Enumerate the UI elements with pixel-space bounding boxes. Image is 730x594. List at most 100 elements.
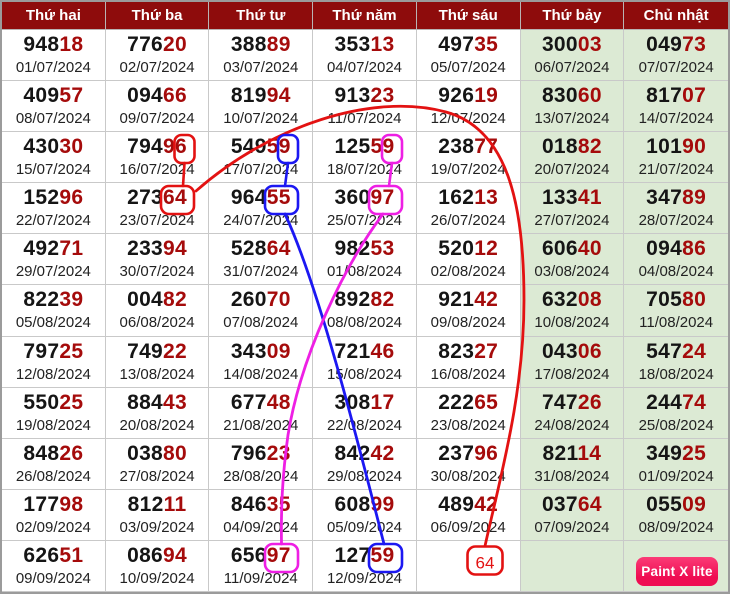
result-cell: 49271 29/07/2024	[2, 234, 106, 286]
number-suffix: 94	[163, 237, 188, 261]
number-suffix: 27	[474, 339, 499, 363]
number-suffix: 18	[59, 33, 84, 57]
number-prefix: 049	[646, 33, 683, 57]
result-cell: 60899 05/09/2024	[313, 489, 417, 541]
result-number: 81211	[128, 492, 187, 517]
number-prefix: 492	[23, 237, 60, 261]
result-date: 10/09/2024	[119, 569, 195, 587]
result-number: 96455	[231, 185, 291, 210]
number-prefix: 721	[334, 339, 371, 363]
result-cell: 35313 04/07/2024	[313, 30, 417, 82]
result-date: 17/08/2024	[534, 365, 610, 383]
number-prefix: 823	[438, 339, 475, 363]
result-number: 15296	[23, 185, 83, 210]
number-prefix: 152	[23, 186, 60, 210]
number-prefix: 926	[438, 84, 475, 108]
number-suffix: 09	[682, 492, 707, 516]
result-date: 04/08/2024	[638, 263, 714, 281]
number-suffix: 26	[59, 441, 84, 465]
result-date: 19/07/2024	[430, 161, 506, 179]
result-cell: 23394 30/07/2024	[105, 234, 210, 286]
result-date: 05/08/2024	[15, 314, 91, 332]
result-date: 22/07/2024	[15, 212, 91, 230]
weekday-header-6: Thứ bảy	[520, 2, 625, 30]
number-suffix: 03	[577, 33, 602, 57]
result-cell: 92619 12/07/2024	[416, 81, 521, 133]
number-suffix: 57	[59, 84, 84, 108]
weekday-header-1: Thứ hai	[2, 2, 106, 30]
result-number: 12759	[335, 543, 395, 568]
result-cell: 81994 10/07/2024	[209, 81, 314, 133]
number-suffix: 35	[474, 33, 499, 57]
number-prefix: 353	[334, 33, 371, 57]
number-prefix: 347	[646, 186, 683, 210]
result-number: 34309	[231, 339, 291, 364]
result-date: 16/07/2024	[119, 161, 195, 179]
result-number: 65697	[231, 543, 291, 568]
result-date: 02/08/2024	[430, 263, 506, 281]
result-date: 14/07/2024	[638, 110, 714, 128]
result-number: 92619	[438, 83, 498, 108]
result-number: 10190	[646, 134, 706, 159]
result-cell: 40957 08/07/2024	[2, 81, 106, 133]
number-prefix: 921	[438, 288, 475, 312]
number-suffix: 13	[370, 33, 395, 57]
number-suffix: 77	[474, 135, 499, 159]
number-prefix: 222	[438, 390, 475, 414]
number-suffix: 25	[59, 390, 84, 414]
result-number: 67748	[231, 390, 291, 415]
result-number: 40957	[23, 83, 83, 108]
result-cell: 52864 31/07/2024	[209, 234, 314, 286]
result-cell: 34789 28/07/2024	[624, 183, 728, 235]
result-date: 08/07/2024	[15, 110, 91, 128]
result-number: 70580	[646, 287, 706, 312]
result-cell: 03764 07/09/2024	[520, 489, 625, 541]
result-cell: 74922 13/08/2024	[105, 336, 210, 388]
result-cell: 72146 15/08/2024	[313, 336, 417, 388]
result-number: 05509	[646, 492, 706, 517]
number-prefix: 004	[127, 288, 164, 312]
number-prefix: 705	[646, 288, 683, 312]
number-suffix: 74	[682, 390, 707, 414]
number-suffix: 96	[59, 186, 84, 210]
result-date: 25/08/2024	[638, 416, 714, 434]
result-date: 08/09/2024	[638, 518, 714, 536]
result-number: 03764	[542, 492, 602, 517]
result-cell: 05509 08/09/2024	[624, 489, 728, 541]
result-date: 12/07/2024	[430, 110, 506, 128]
result-number: 49271	[23, 236, 83, 261]
number-suffix: 13	[474, 186, 499, 210]
result-cell: 12759 12/09/2024	[313, 540, 417, 592]
result-cell: 23796 30/08/2024	[416, 438, 521, 490]
result-number: 24474	[646, 390, 706, 415]
result-number: 35313	[335, 32, 395, 57]
result-number: 74726	[542, 390, 602, 415]
number-suffix: 96	[474, 441, 499, 465]
number-prefix: 606	[541, 237, 578, 261]
number-suffix: 55	[266, 186, 291, 210]
number-prefix: 308	[334, 390, 371, 414]
number-suffix: 48	[266, 390, 291, 414]
result-number: 26070	[231, 287, 291, 312]
number-suffix: 60	[577, 84, 602, 108]
result-cell: 63208 10/08/2024	[520, 285, 625, 337]
result-number: 52012	[438, 236, 498, 261]
result-number: 89282	[335, 287, 395, 312]
number-prefix: 892	[334, 288, 371, 312]
result-number: 23394	[127, 236, 187, 261]
result-date: 18/07/2024	[326, 161, 403, 179]
number-suffix: 80	[682, 288, 707, 312]
result-date: 28/07/2024	[638, 212, 714, 230]
number-suffix: 71	[59, 237, 84, 261]
result-date: 21/07/2024	[638, 161, 714, 179]
result-number: 81994	[231, 83, 291, 108]
result-date: 30/07/2024	[119, 263, 195, 281]
number-suffix: 07	[682, 84, 707, 108]
number-prefix: 349	[646, 441, 683, 465]
result-cell: 10190 21/07/2024	[624, 132, 728, 184]
number-prefix: 830	[541, 84, 578, 108]
number-prefix: 520	[438, 237, 475, 261]
result-date: 20/07/2024	[534, 161, 610, 179]
number-prefix: 796	[230, 441, 267, 465]
